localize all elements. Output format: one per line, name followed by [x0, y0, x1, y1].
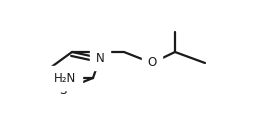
Text: S: S [59, 84, 67, 96]
Text: O: O [147, 57, 157, 69]
Text: N: N [96, 51, 104, 65]
Text: H₂N: H₂N [54, 72, 76, 84]
